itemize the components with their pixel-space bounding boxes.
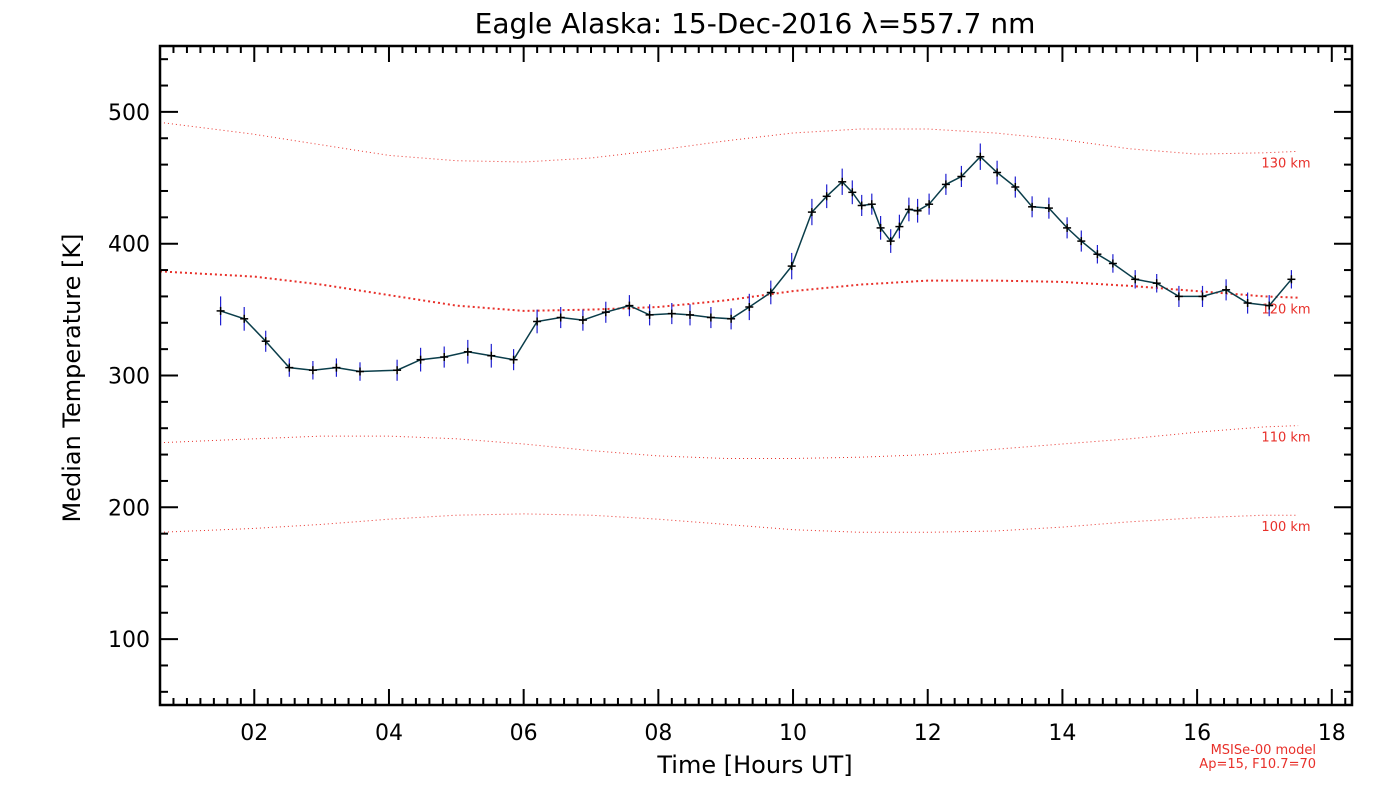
data-point bbox=[556, 313, 565, 322]
data-point bbox=[356, 367, 364, 376]
data-point bbox=[1265, 301, 1274, 310]
x-tick-label: 12 bbox=[914, 721, 942, 746]
data-point bbox=[727, 314, 736, 323]
data-point bbox=[463, 347, 472, 356]
data-point bbox=[913, 206, 922, 215]
data-point bbox=[533, 317, 542, 326]
data-point bbox=[1198, 292, 1207, 301]
data-point bbox=[1287, 275, 1296, 284]
data-point bbox=[625, 301, 634, 310]
data-point bbox=[667, 309, 676, 318]
data-point bbox=[1028, 202, 1037, 211]
model-annotation-line-1: MSISe-00 model bbox=[1211, 743, 1316, 758]
model-curve-110-km bbox=[159, 425, 1299, 459]
data-point bbox=[766, 288, 775, 297]
data-point bbox=[1063, 223, 1072, 232]
data-point bbox=[745, 303, 754, 311]
axes: 02 04 06 08 10 12 14 16 18 100 200 300 400 500 bbox=[108, 46, 1352, 746]
y-tick-label: 100 bbox=[108, 628, 150, 653]
data-point bbox=[393, 366, 402, 375]
x-tick-label: 10 bbox=[779, 721, 807, 746]
data-point bbox=[578, 316, 587, 325]
data-point bbox=[1152, 279, 1161, 288]
y-tick-label: 300 bbox=[108, 365, 150, 390]
x-tick-label: 14 bbox=[1048, 721, 1076, 746]
x-tick-label: 08 bbox=[644, 721, 672, 746]
data-point bbox=[976, 152, 985, 161]
data-point bbox=[645, 310, 654, 319]
x-axis-label: Time [Hours UT] bbox=[656, 751, 852, 779]
data-point bbox=[904, 205, 913, 214]
data-point bbox=[416, 355, 425, 364]
data-point bbox=[509, 355, 518, 364]
data-point bbox=[941, 180, 950, 189]
model-curve-130-km bbox=[159, 121, 1299, 163]
data-point bbox=[601, 308, 610, 317]
x-tick-label: 18 bbox=[1318, 721, 1346, 746]
data-point bbox=[993, 168, 1002, 177]
data-series bbox=[216, 143, 1296, 381]
data-point bbox=[706, 313, 715, 322]
data-point bbox=[1243, 299, 1252, 307]
data-point bbox=[332, 363, 341, 372]
data-point bbox=[1077, 237, 1086, 246]
data-point bbox=[1222, 285, 1231, 294]
data-point bbox=[308, 366, 317, 375]
data-point bbox=[857, 201, 866, 210]
data-point bbox=[1011, 183, 1020, 191]
data-point bbox=[838, 177, 847, 186]
data-point bbox=[1174, 292, 1183, 301]
model-curve-label: 120 km bbox=[1261, 303, 1310, 318]
x-tick-label: 16 bbox=[1183, 721, 1211, 746]
data-point bbox=[925, 200, 934, 209]
x-tick-label: 02 bbox=[240, 721, 268, 746]
chart-title: Eagle Alaska: 15-Dec-2016 λ=557.7 nm bbox=[475, 7, 1036, 40]
model-curve-100-km bbox=[159, 513, 1299, 533]
data-point bbox=[886, 237, 895, 246]
y-tick-label: 200 bbox=[108, 496, 150, 521]
data-point bbox=[261, 337, 270, 346]
data-point bbox=[487, 351, 496, 360]
model-curves: 130 km 120 km 110 km 100 km bbox=[159, 121, 1311, 535]
data-point bbox=[686, 310, 694, 319]
x-tick-label: 06 bbox=[510, 721, 538, 746]
data-point bbox=[285, 363, 294, 372]
model-curve-label: 100 km bbox=[1261, 520, 1310, 535]
data-point bbox=[1044, 204, 1053, 213]
data-point bbox=[807, 208, 816, 217]
data-point bbox=[216, 306, 225, 315]
data-point bbox=[895, 222, 904, 231]
data-point bbox=[822, 192, 831, 201]
data-point bbox=[957, 172, 966, 181]
data-point bbox=[867, 200, 876, 209]
model-annotation-line-2: Ap=15, F10.7=70 bbox=[1199, 757, 1316, 772]
model-curve-120-km bbox=[159, 270, 1299, 312]
model-curve-label: 110 km bbox=[1261, 431, 1310, 446]
data-point bbox=[848, 188, 857, 197]
data-point bbox=[240, 314, 249, 323]
data-point bbox=[876, 223, 885, 232]
data-point bbox=[1108, 259, 1117, 268]
x-tick-label: 04 bbox=[375, 721, 403, 746]
data-point bbox=[787, 262, 796, 271]
y-tick-label: 400 bbox=[108, 233, 150, 258]
data-point bbox=[440, 353, 449, 361]
data-point bbox=[1093, 250, 1102, 259]
y-axis-label: Median Temperature [K] bbox=[58, 233, 86, 522]
data-point bbox=[1131, 275, 1140, 284]
model-curve-label: 130 km bbox=[1261, 156, 1310, 171]
y-tick-label: 500 bbox=[108, 101, 150, 126]
